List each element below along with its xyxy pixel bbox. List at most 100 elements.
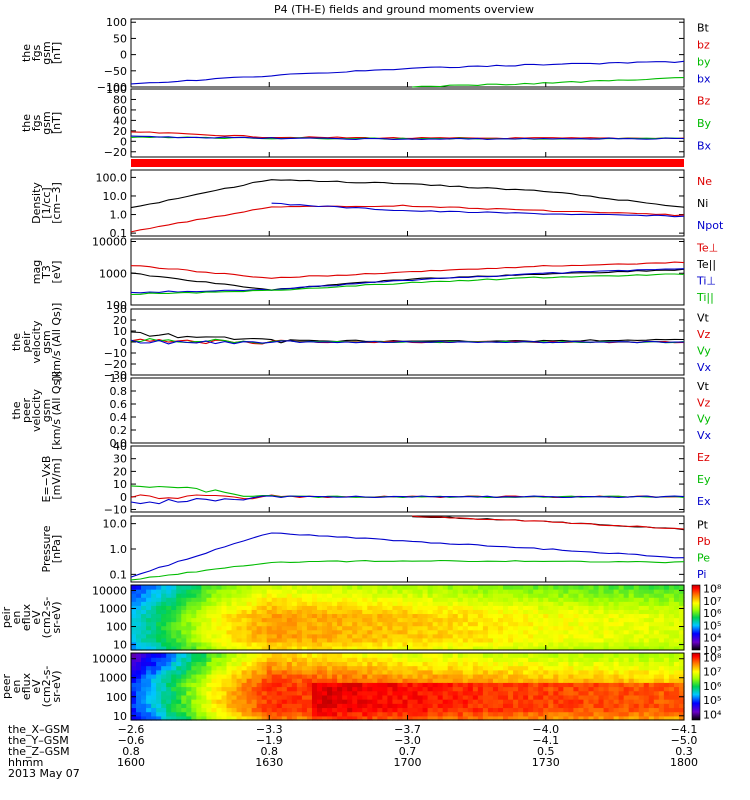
heatmap-cell bbox=[663, 593, 670, 598]
heatmap-cell bbox=[231, 661, 238, 667]
heatmap-cell bbox=[266, 597, 273, 602]
heatmap-cell bbox=[216, 605, 223, 610]
heatmap-cell bbox=[357, 657, 363, 662]
heatmap-cell bbox=[447, 637, 454, 643]
heatmap-cell bbox=[136, 589, 142, 594]
heatmap-cell bbox=[548, 629, 554, 635]
heatmap-cell bbox=[422, 669, 429, 675]
heatmap-cell bbox=[357, 703, 363, 709]
heatmap-cell bbox=[598, 613, 605, 619]
heatmap-cell bbox=[141, 645, 147, 651]
heatmap-cell bbox=[367, 686, 373, 692]
heatmap-cell bbox=[181, 673, 187, 679]
heatmap-cell bbox=[583, 657, 590, 662]
heatmap-cell bbox=[276, 690, 283, 696]
heatmap-cell bbox=[648, 694, 655, 700]
heatmap-cell bbox=[397, 597, 404, 602]
heatmap-cell bbox=[136, 629, 142, 635]
heatmap-cell bbox=[558, 621, 564, 627]
heatmap-cell bbox=[638, 699, 645, 704]
heatmap-cell bbox=[467, 641, 474, 647]
heatmap-cell bbox=[618, 593, 625, 598]
heatmap-cell bbox=[357, 605, 363, 610]
heatmap-cell bbox=[593, 673, 600, 679]
heatmap-cell bbox=[643, 678, 650, 683]
heatmap-cell bbox=[643, 686, 650, 692]
heatmap-cell bbox=[387, 665, 394, 671]
heatmap-cell bbox=[533, 589, 539, 594]
heatmap-cell bbox=[427, 657, 434, 662]
heatmap-cell bbox=[548, 633, 554, 639]
heatmap-cell bbox=[317, 637, 323, 643]
heatmap-cell bbox=[156, 645, 162, 651]
heatmap-cell bbox=[538, 633, 544, 639]
heatmap-cell bbox=[558, 601, 564, 606]
heatmap-cell bbox=[291, 625, 298, 631]
heatmap-cell bbox=[387, 661, 394, 667]
heatmap-cell bbox=[201, 707, 208, 713]
heatmap-cell bbox=[382, 653, 388, 658]
heatmap-cell bbox=[427, 613, 434, 619]
heatmap-cell bbox=[236, 703, 243, 709]
heatmap-cell bbox=[211, 707, 218, 713]
heatmap-cell bbox=[658, 686, 665, 692]
heatmap-cell bbox=[181, 715, 187, 721]
heatmap-cell bbox=[467, 645, 474, 651]
heatmap-cell bbox=[191, 605, 197, 610]
heatmap-cell bbox=[523, 661, 529, 667]
heatmap-cell bbox=[357, 613, 363, 619]
heatmap-cell bbox=[382, 694, 388, 700]
heatmap-cell bbox=[623, 585, 630, 590]
heatmap-cell bbox=[447, 669, 454, 675]
heatmap-cell bbox=[372, 657, 378, 662]
heatmap-cell bbox=[201, 657, 208, 662]
heatmap-cell bbox=[487, 653, 494, 658]
heatmap-cell bbox=[261, 613, 268, 619]
heatmap-cell bbox=[347, 601, 353, 606]
heatmap-cell bbox=[573, 669, 580, 675]
heatmap-cell bbox=[638, 678, 645, 683]
heatmap-cell bbox=[513, 694, 519, 700]
heatmap-cell bbox=[216, 641, 223, 647]
heatmap-cell bbox=[513, 609, 519, 615]
xaxis-value: −3.3 bbox=[256, 723, 283, 736]
heatmap-cell bbox=[241, 699, 248, 704]
heatmap-cell bbox=[342, 711, 348, 717]
heatmap-cell bbox=[487, 715, 494, 721]
heatmap-cell bbox=[266, 637, 273, 643]
heatmap-cell bbox=[598, 665, 605, 671]
heatmap-cell bbox=[206, 711, 213, 717]
heatmap-cell bbox=[663, 645, 670, 651]
heatmap-cell bbox=[296, 621, 303, 627]
heatmap-cell bbox=[171, 645, 177, 651]
heatmap-cell bbox=[653, 601, 660, 606]
heatmap-cell bbox=[588, 686, 595, 692]
heatmap-cell bbox=[362, 661, 368, 667]
heatmap-cell bbox=[523, 669, 529, 675]
heatmap-cell bbox=[417, 605, 424, 610]
heatmap-cell bbox=[186, 690, 192, 696]
heatmap-cell bbox=[141, 621, 147, 627]
heatmap-cell bbox=[236, 585, 243, 590]
heatmap-cell bbox=[397, 589, 404, 594]
heatmap-cell bbox=[317, 669, 323, 675]
heatmap-cell bbox=[286, 657, 293, 662]
heatmap-cell bbox=[673, 653, 680, 658]
heatmap-cell bbox=[407, 633, 414, 639]
heatmap-cell bbox=[503, 637, 509, 643]
heatmap-cell bbox=[186, 589, 192, 594]
heatmap-cell bbox=[513, 613, 519, 619]
heatmap-cell bbox=[432, 711, 439, 717]
heatmap-cell bbox=[482, 625, 489, 631]
heatmap-cell bbox=[301, 593, 308, 598]
heatmap-cell bbox=[578, 661, 585, 667]
heatmap-cell bbox=[156, 617, 162, 623]
heatmap-cell bbox=[271, 597, 278, 602]
heatmap-cell bbox=[412, 585, 419, 590]
heatmap-cell bbox=[503, 585, 509, 590]
heatmap-cell bbox=[276, 678, 283, 683]
heatmap-cell bbox=[261, 694, 268, 700]
series-dens-Ni bbox=[130, 179, 685, 209]
heatmap-cell bbox=[206, 605, 213, 610]
heatmap-cell bbox=[402, 711, 409, 717]
